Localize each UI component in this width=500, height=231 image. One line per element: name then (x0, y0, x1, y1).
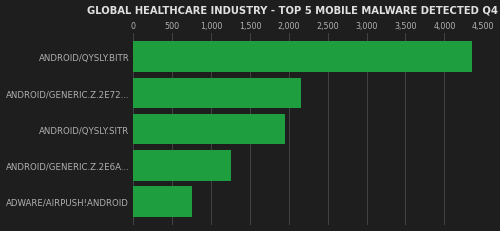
Bar (134, 42, 471, 73)
Bar (134, 78, 300, 109)
Title: GLOBAL HEALTHCARE INDUSTRY - TOP 5 MOBILE MALWARE DETECTED Q4 2016: GLOBAL HEALTHCARE INDUSTRY - TOP 5 MOBIL… (87, 6, 500, 15)
Bar (134, 186, 192, 217)
Bar (134, 150, 230, 181)
Bar (134, 114, 285, 145)
